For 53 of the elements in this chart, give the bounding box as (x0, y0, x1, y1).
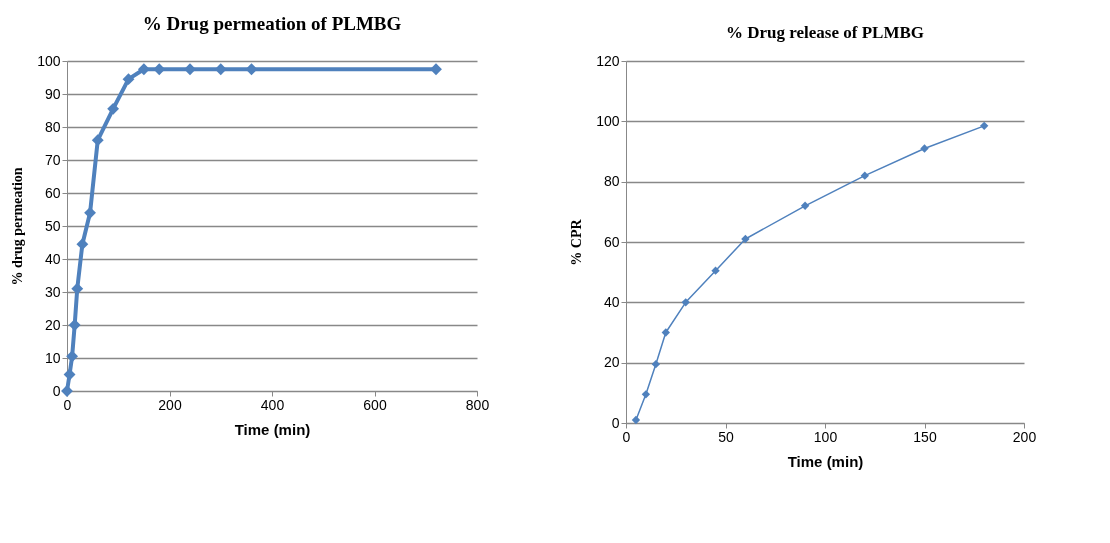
chart-title: % Drug release of PLMBG (726, 23, 924, 42)
point (107, 102, 120, 115)
x-axis-title: Time (min) (234, 420, 311, 438)
point (980, 121, 989, 131)
y-tick-label: 40 (603, 293, 620, 310)
point (122, 73, 135, 86)
y-tick-label: 20 (603, 354, 620, 371)
y-axis-title: % CPR (569, 218, 585, 266)
point (920, 144, 929, 153)
point (741, 234, 750, 244)
y-tick-label: 80 (603, 173, 620, 190)
point (430, 63, 442, 76)
y-tick-label: 60 (44, 184, 61, 201)
y-tick-label: 20 (44, 316, 61, 333)
x-tick-label: 100 (813, 428, 838, 445)
y-tick-label: 40 (44, 250, 61, 267)
point (711, 266, 720, 275)
y-tick-label: 0 (611, 414, 620, 431)
x-tick-label: 200 (1012, 428, 1037, 445)
point (66, 350, 79, 363)
y-tick-label: 100 (37, 52, 61, 69)
x-tick-label: 0 (63, 396, 72, 413)
point (68, 319, 81, 331)
y-tick-label: 50 (44, 217, 61, 234)
y-tick-label: 30 (44, 283, 61, 300)
x-tick-label: 50 (718, 428, 734, 445)
y-tick-label: 120 (596, 52, 620, 69)
x-tick-label: 150 (913, 428, 937, 445)
point (184, 63, 196, 76)
x-tick-label: 200 (158, 396, 182, 413)
chart-title: % Drug permeation of PLMBG (142, 13, 402, 34)
y-tick-label: 70 (44, 151, 61, 168)
point (661, 328, 670, 337)
y-tick-label: 60 (603, 233, 620, 250)
x-tick-label: 400 (260, 396, 285, 413)
point (681, 298, 690, 307)
y-tick-label: 100 (596, 112, 620, 129)
point (641, 390, 651, 399)
point (631, 415, 641, 425)
x-tick-label: 600 (363, 396, 387, 413)
y-tick-label: 80 (44, 118, 61, 135)
point (651, 359, 661, 369)
x-tick-label: 0 (622, 428, 631, 445)
x-axis-title: Time (min) (787, 452, 864, 470)
y-axis-title: % drug permeation (10, 167, 26, 286)
y-tick-label: 10 (44, 349, 61, 366)
point (61, 385, 73, 397)
y-tick-label: 90 (44, 85, 61, 102)
y-tick-label: 0 (52, 382, 61, 399)
point (137, 63, 150, 76)
x-tick-label: 800 (465, 396, 490, 413)
point (800, 201, 810, 210)
point (860, 171, 869, 180)
